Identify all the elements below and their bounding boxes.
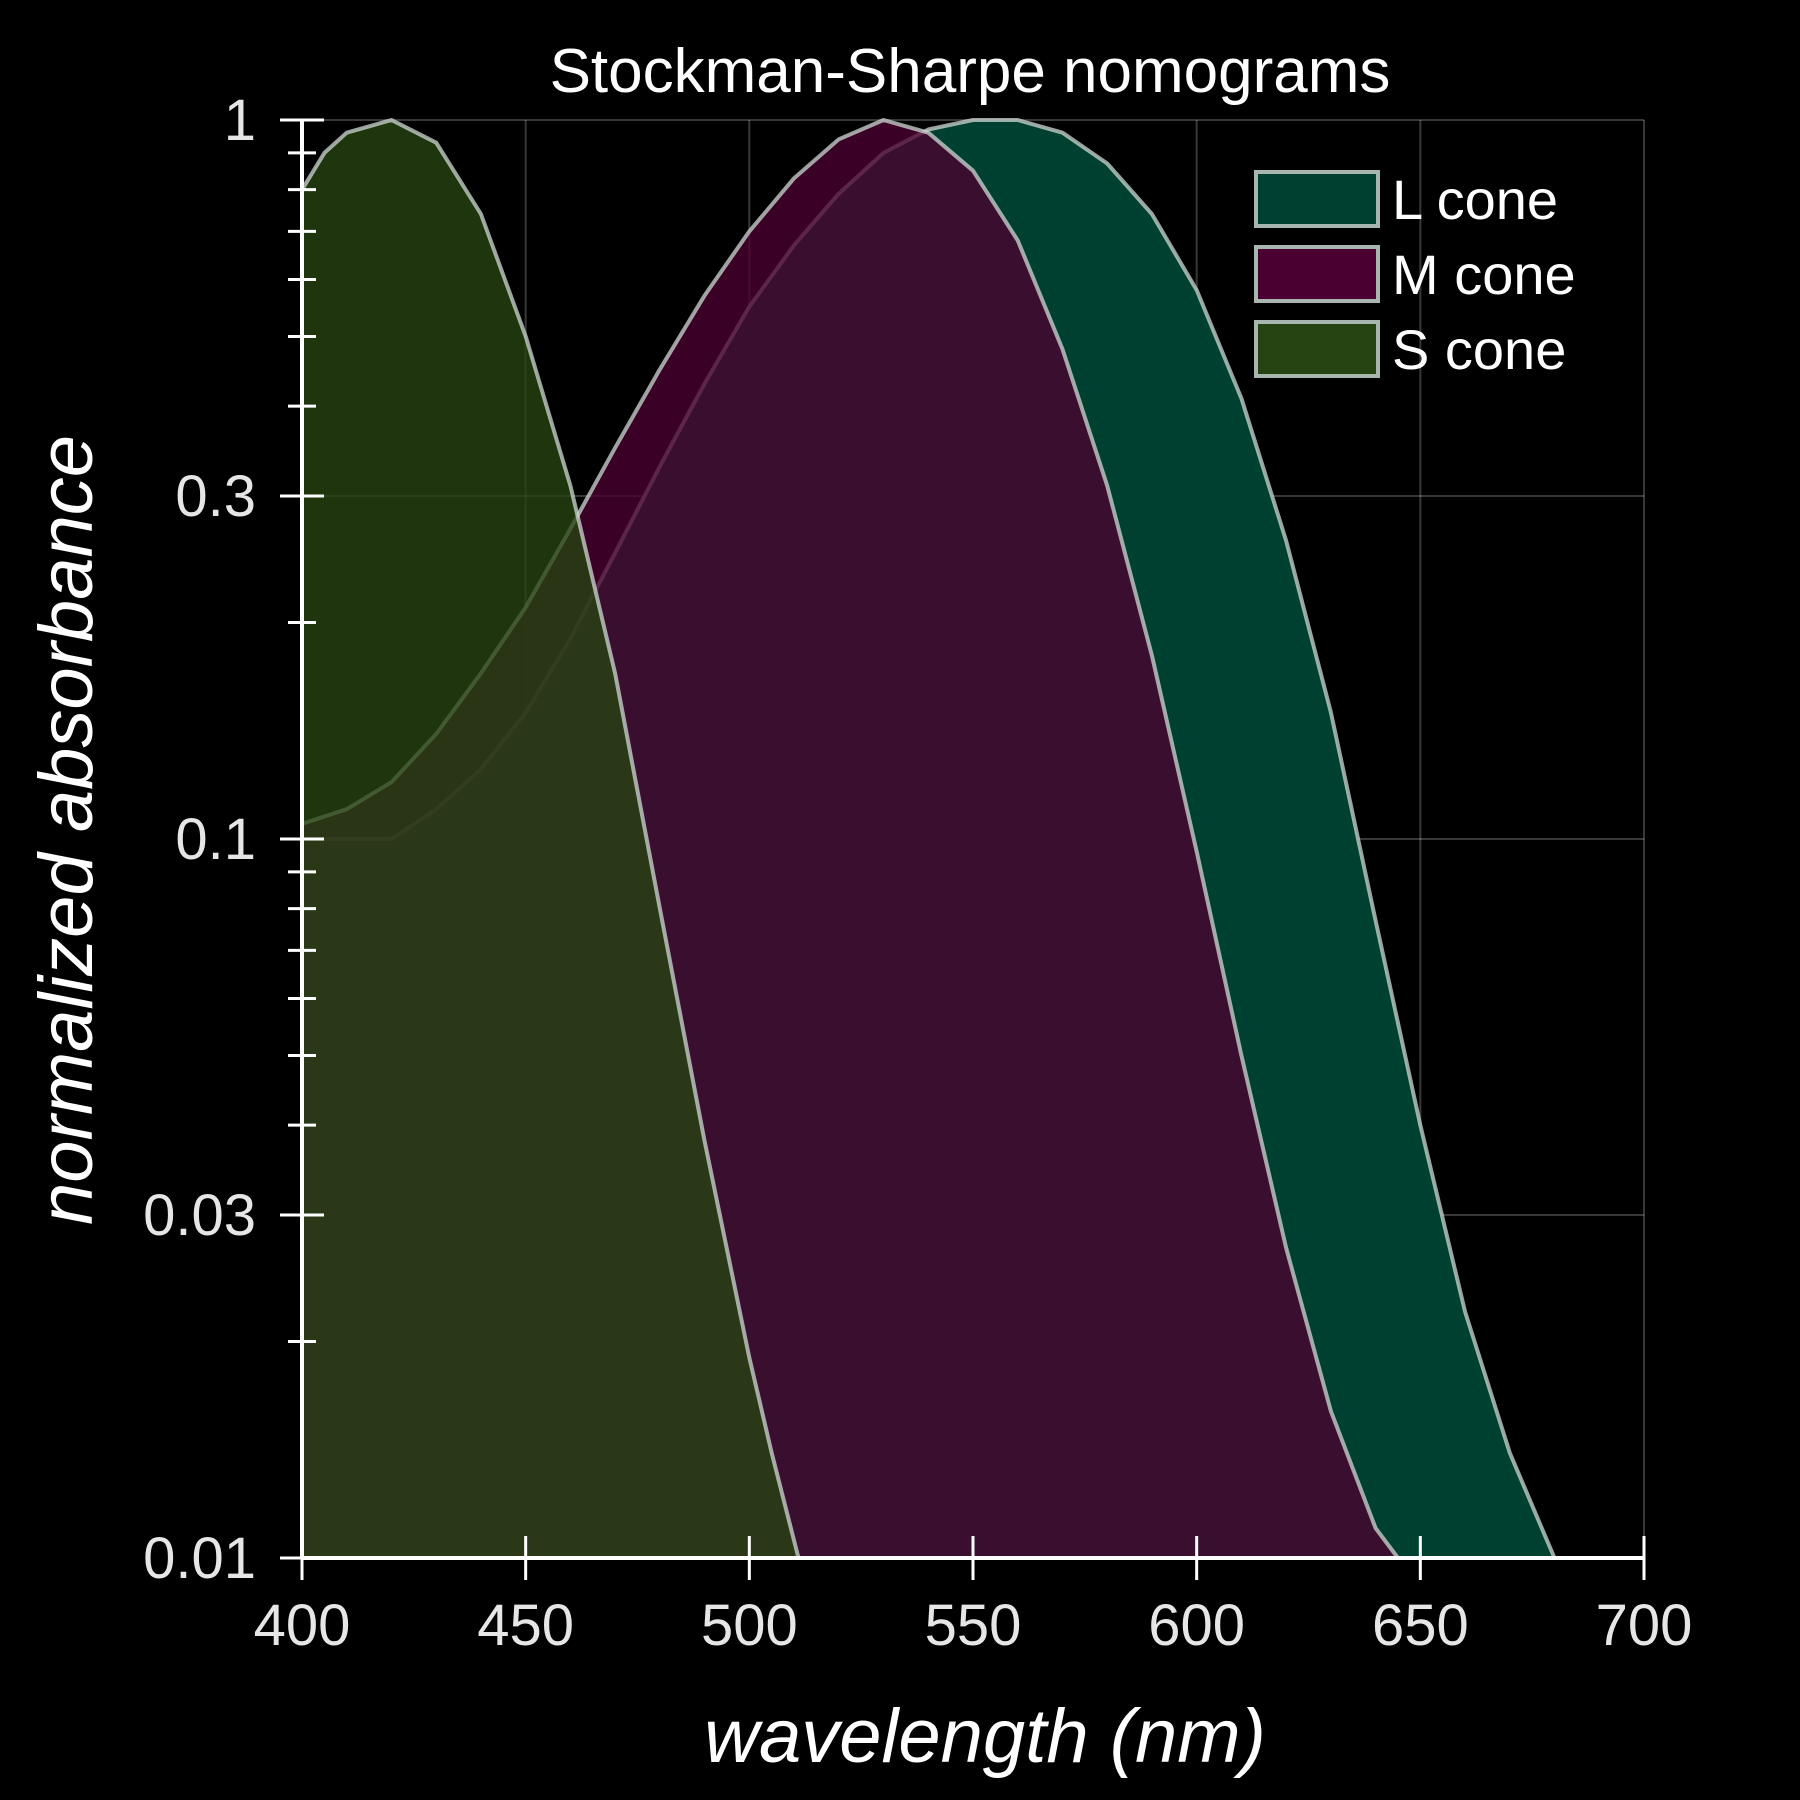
chart-title: Stockman-Sharpe nomograms: [550, 37, 1391, 106]
axes: 400 450 500 550 600 650 700 0.01 0.03 0.1 0.3 1: [143, 88, 1692, 1658]
legend-swatch: [1254, 245, 1380, 303]
y-tick-label: 1: [224, 88, 256, 153]
y-tick-label: 0.3: [175, 464, 256, 529]
x-tick-label: 500: [701, 1593, 798, 1658]
legend: L cone M cone S cone: [1254, 168, 1576, 381]
x-tick-label: 450: [477, 1593, 574, 1658]
legend-label: S cone: [1392, 318, 1566, 381]
legend-label: M cone: [1392, 243, 1576, 306]
y-axis-title: normalized absorbance: [24, 435, 109, 1225]
x-axis-title: wavelength (nm): [704, 1694, 1266, 1779]
legend-swatch: [1254, 170, 1380, 228]
x-tick-label: 700: [1596, 1593, 1693, 1658]
series-areas: [300, 118, 1557, 1560]
area-s-cone: [300, 118, 801, 1560]
legend-swatch: [1254, 320, 1380, 378]
legend-label: L cone: [1392, 168, 1558, 231]
x-tick-label: 400: [254, 1593, 351, 1658]
x-tick-label: 550: [925, 1593, 1022, 1658]
y-tick-label: 0.03: [143, 1183, 256, 1248]
x-tick-label: 600: [1148, 1593, 1245, 1658]
y-tick-label: 0.01: [143, 1526, 256, 1591]
y-tick-label: 0.1: [175, 807, 256, 872]
x-tick-label: 650: [1372, 1593, 1469, 1658]
